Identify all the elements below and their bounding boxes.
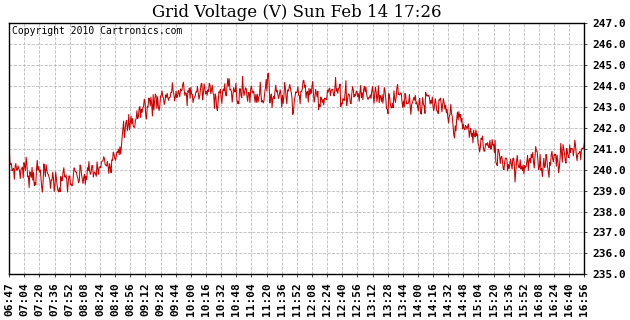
Title: Grid Voltage (V) Sun Feb 14 17:26: Grid Voltage (V) Sun Feb 14 17:26 (152, 4, 442, 21)
Text: Copyright 2010 Cartronics.com: Copyright 2010 Cartronics.com (12, 27, 183, 36)
